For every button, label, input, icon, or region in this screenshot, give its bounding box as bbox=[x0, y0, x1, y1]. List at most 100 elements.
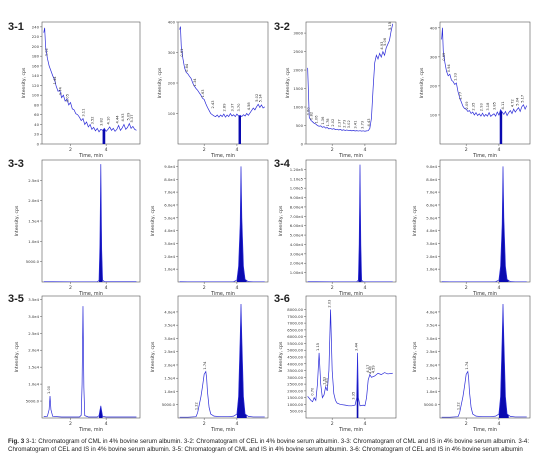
peak-label: 1.44 bbox=[53, 76, 57, 85]
panel-label-3-5: 3-5 bbox=[8, 293, 24, 305]
x-tick-label: 4 bbox=[235, 421, 238, 427]
y-tick-label: 200 bbox=[430, 83, 438, 88]
y-tick-label: 1500 bbox=[293, 86, 303, 91]
y-tick-label: 2.0e4 bbox=[164, 362, 175, 367]
peak-label: 1.63 bbox=[323, 377, 327, 385]
y-tick-label: 2000.00 bbox=[287, 388, 303, 393]
y-tick-label: 1.0e4 bbox=[426, 267, 437, 272]
x-axis-label: Time, min bbox=[472, 427, 497, 433]
y-tick-label: 2.00e4 bbox=[290, 261, 304, 266]
peak-label: 3.85 bbox=[493, 102, 497, 110]
chart-3-3-right: 1.0e4 2.0e4 3.0e4 4.0e4 5.0e4 6.0e4 7.0e4 8.0e4… bbox=[150, 159, 269, 297]
y-tick-label: 1.0e4 bbox=[28, 239, 39, 244]
x-tick-label: 4 bbox=[235, 285, 238, 291]
y-tick-label: 1.0e4 bbox=[426, 389, 437, 394]
y-tick-label: 80 bbox=[34, 102, 39, 107]
y-tick-label: 3.0e4 bbox=[164, 241, 175, 246]
peak-label: 5.37 bbox=[130, 114, 134, 122]
x-tick-label: 4 bbox=[105, 421, 108, 427]
y-tick-label: 1.0e4 bbox=[164, 267, 175, 272]
peak-label: 1.74 bbox=[465, 361, 469, 370]
peak-area bbox=[238, 115, 241, 144]
x-tick-label: 4 bbox=[235, 147, 238, 153]
x-tick-label: 4 bbox=[497, 421, 500, 427]
y-tick-label: 1.10e5 bbox=[290, 176, 304, 181]
x-tick-label: 2 bbox=[331, 421, 334, 427]
peak-label: 2.09 bbox=[465, 101, 469, 110]
x-tick-label: 2 bbox=[69, 147, 72, 153]
peak-label: 1.77 bbox=[458, 92, 462, 100]
x-tick-label: 2 bbox=[465, 147, 468, 153]
plot-frame bbox=[305, 159, 397, 283]
peak-label: 1.22 bbox=[457, 402, 461, 410]
peak-label: 0.82 bbox=[310, 112, 314, 120]
chromatogram-trace bbox=[179, 166, 265, 282]
y-tick-label: 1000.00 bbox=[287, 402, 303, 407]
y-tick-label: 2500.00 bbox=[287, 382, 303, 387]
plot-frame bbox=[439, 295, 531, 419]
y-tick-label: 1.5e4 bbox=[28, 365, 39, 370]
y-tick-label: 1.0e4 bbox=[164, 389, 175, 394]
y-tick-label: 3.0e4 bbox=[28, 314, 39, 319]
peak-label: 4.10 bbox=[107, 116, 111, 125]
caption-text: 3-1: Chromatogram of CML in 4% bovine se… bbox=[8, 438, 530, 454]
peak-label: 2.35 bbox=[471, 103, 475, 111]
chromatogram-trace bbox=[43, 306, 137, 418]
y-tick-label: 1.00e4 bbox=[290, 270, 304, 275]
chromatogram-trace bbox=[43, 27, 137, 133]
x-tick-label: 4 bbox=[105, 147, 108, 153]
x-axis-label: Time, min bbox=[338, 153, 363, 159]
peak-label: 3.52 bbox=[91, 116, 95, 124]
y-tick-label: 3.0e4 bbox=[426, 241, 437, 246]
peak-label: 2.73 bbox=[342, 120, 346, 128]
y-tick-label: 8000.00 bbox=[287, 307, 303, 312]
y-tick-label: 5500.00 bbox=[287, 341, 303, 346]
peak-label: 5.15 bbox=[388, 22, 392, 30]
y-tick-label: 0 bbox=[37, 142, 40, 147]
peak-area bbox=[499, 109, 503, 144]
y-tick-label: 3.0e4 bbox=[426, 336, 437, 341]
y-tick-label: 8.00e4 bbox=[290, 204, 304, 209]
y-axis-label: Intensity, cps bbox=[21, 67, 27, 98]
plot-frame bbox=[305, 21, 397, 145]
x-tick-label: 2 bbox=[203, 421, 206, 427]
y-tick-label: 0 bbox=[301, 142, 304, 147]
peak-area bbox=[99, 405, 103, 418]
y-tick-label: 9.00e4 bbox=[290, 195, 304, 200]
x-tick-label: 4 bbox=[105, 285, 108, 291]
y-tick-label: 3500.00 bbox=[287, 368, 303, 373]
peak-label: 3.44 bbox=[355, 342, 359, 351]
chromatogram-trace bbox=[179, 26, 265, 118]
peak-label: 3.70 bbox=[237, 103, 241, 112]
peak-label: 4.17 bbox=[366, 365, 370, 373]
y-tick-label: 5000.0 bbox=[26, 259, 40, 264]
y-tick-label: 20 bbox=[34, 132, 39, 137]
peak-label: 4.44 bbox=[116, 115, 120, 124]
plot-frame bbox=[41, 159, 141, 283]
y-tick-label: 7.00e4 bbox=[290, 214, 304, 219]
peak-label: 4.93 bbox=[121, 113, 125, 121]
chart-3-1-left: 0 20 40 60 80 100 120 140 160 180 200 220 240 2 4Time,… bbox=[21, 21, 141, 159]
y-tick-label: 200 bbox=[32, 44, 40, 49]
y-tick-label: 6.0e4 bbox=[426, 202, 437, 207]
y-axis-label: Intensity, cps bbox=[419, 67, 425, 98]
y-tick-label: 6.00e4 bbox=[290, 223, 304, 228]
chromatogram-trace bbox=[441, 27, 528, 118]
y-tick-label: 3000.00 bbox=[287, 375, 303, 380]
panel-label-3-4: 3-4 bbox=[274, 158, 290, 170]
peak-label: 0.60 bbox=[306, 107, 310, 116]
y-tick-label: 8.0e4 bbox=[164, 177, 175, 182]
y-tick-label: 2.0e4 bbox=[28, 348, 39, 353]
y-tick-label: 3.00e4 bbox=[290, 251, 304, 256]
peak-label: 0.61 bbox=[180, 49, 184, 57]
peak-label: 2.89 bbox=[222, 103, 226, 112]
peak-area bbox=[102, 128, 106, 144]
y-tick-label: 4.0e4 bbox=[164, 228, 175, 233]
y-tick-label: 1.5e4 bbox=[164, 376, 175, 381]
peak-label: 5.02 bbox=[255, 94, 259, 102]
y-tick-label: 3.5e4 bbox=[164, 323, 175, 328]
peak-label: 1.15 bbox=[316, 343, 320, 351]
peak-area bbox=[236, 303, 247, 418]
